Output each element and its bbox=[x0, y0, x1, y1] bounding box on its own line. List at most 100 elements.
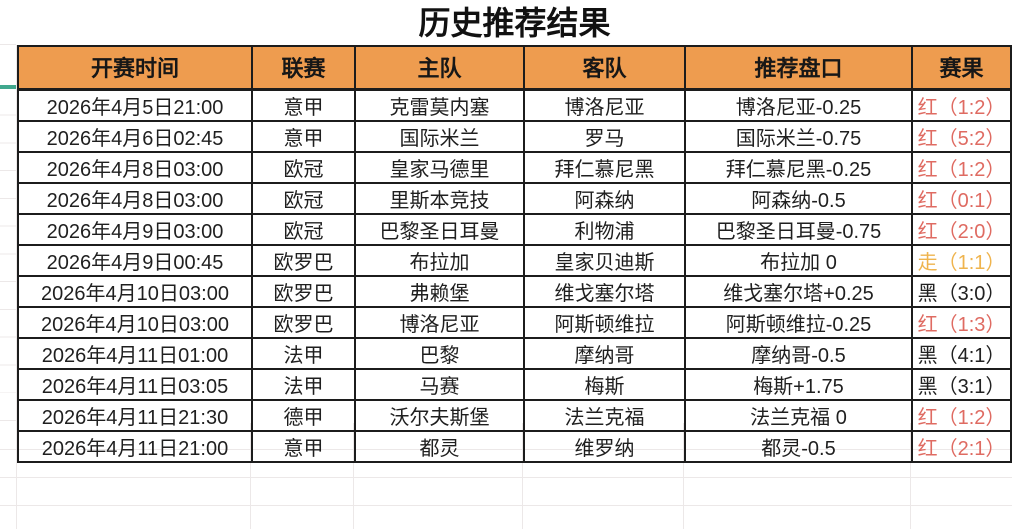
gridline bbox=[0, 44, 16, 45]
table-row: 2026年4月8日03:00 欧冠 皇家马德里 拜仁慕尼黑 拜仁慕尼黑-0.25… bbox=[17, 150, 1012, 184]
league-cell[interactable]: 意甲 bbox=[251, 88, 356, 122]
gridline bbox=[683, 423, 684, 529]
kickoff-time-cell[interactable]: 2026年4月11日03:05 bbox=[17, 367, 253, 401]
kickoff-time-cell[interactable]: 2026年4月8日03:00 bbox=[17, 150, 253, 184]
away-team-cell[interactable]: 罗马 bbox=[523, 119, 686, 153]
gridline bbox=[522, 423, 523, 529]
league-cell[interactable]: 法甲 bbox=[251, 367, 356, 401]
result-cell[interactable]: 红（5:2） bbox=[911, 119, 1012, 153]
col-header-away-team[interactable]: 客队 bbox=[523, 45, 686, 91]
col-header-home-team[interactable]: 主队 bbox=[354, 45, 525, 91]
home-team-cell[interactable]: 巴黎圣日耳曼 bbox=[354, 212, 525, 246]
home-team-cell[interactable]: 布拉加 bbox=[354, 243, 525, 277]
table-row: 2026年4月9日03:00 欧冠 巴黎圣日耳曼 利物浦 巴黎圣日耳曼-0.75… bbox=[17, 212, 1012, 246]
result-cell[interactable]: 红（1:3） bbox=[911, 305, 1012, 339]
result-cell[interactable]: 黑（3:0） bbox=[911, 274, 1012, 308]
league-cell[interactable]: 欧冠 bbox=[251, 150, 356, 184]
table-row: 2026年4月9日00:45 欧罗巴 布拉加 皇家贝迪斯 布拉加 0 走（1:1… bbox=[17, 243, 1012, 277]
league-cell[interactable]: 法甲 bbox=[251, 336, 356, 370]
home-team-cell[interactable]: 弗赖堡 bbox=[354, 274, 525, 308]
table-row: 2026年4月5日21:00 意甲 克雷莫内塞 博洛尼亚 博洛尼亚-0.25 红… bbox=[17, 88, 1012, 122]
league-cell[interactable]: 欧冠 bbox=[251, 212, 356, 246]
league-cell[interactable]: 欧罗巴 bbox=[251, 243, 356, 277]
result-cell[interactable]: 黑（3:1） bbox=[911, 367, 1012, 401]
handicap-cell[interactable]: 法兰克福 0 bbox=[684, 398, 913, 432]
result-cell[interactable]: 红（2:1） bbox=[911, 429, 1012, 463]
home-team-cell[interactable]: 博洛尼亚 bbox=[354, 305, 525, 339]
kickoff-time-cell[interactable]: 2026年4月10日03:00 bbox=[17, 305, 253, 339]
away-team-cell[interactable]: 阿斯顿维拉 bbox=[523, 305, 686, 339]
result-cell[interactable]: 红（1:2） bbox=[911, 88, 1012, 122]
away-team-cell[interactable]: 利物浦 bbox=[523, 212, 686, 246]
handicap-cell[interactable]: 阿森纳-0.5 bbox=[684, 181, 913, 215]
league-cell[interactable]: 欧冠 bbox=[251, 181, 356, 215]
handicap-cell[interactable]: 国际米兰-0.75 bbox=[684, 119, 913, 153]
away-team-cell[interactable]: 博洛尼亚 bbox=[523, 88, 686, 122]
table-row: 2026年4月10日03:00 欧罗巴 博洛尼亚 阿斯顿维拉 阿斯顿维拉-0.2… bbox=[17, 305, 1012, 339]
league-cell[interactable]: 欧罗巴 bbox=[251, 274, 356, 308]
handicap-cell[interactable]: 维戈塞尔塔+0.25 bbox=[684, 274, 913, 308]
col-header-league[interactable]: 联赛 bbox=[251, 45, 356, 91]
table-row: 2026年4月11日03:05 法甲 马赛 梅斯 梅斯+1.75 黑（3:1） bbox=[17, 367, 1012, 401]
kickoff-time-cell[interactable]: 2026年4月9日00:45 bbox=[17, 243, 253, 277]
league-cell[interactable]: 德甲 bbox=[251, 398, 356, 432]
away-team-cell[interactable]: 皇家贝迪斯 bbox=[523, 243, 686, 277]
away-team-cell[interactable]: 维罗纳 bbox=[523, 429, 686, 463]
league-cell[interactable]: 意甲 bbox=[251, 119, 356, 153]
kickoff-time-cell[interactable]: 2026年4月11日21:30 bbox=[17, 398, 253, 432]
result-cell[interactable]: 红（2:0） bbox=[911, 212, 1012, 246]
away-team-cell[interactable]: 摩纳哥 bbox=[523, 336, 686, 370]
kickoff-time-cell[interactable]: 2026年4月9日03:00 bbox=[17, 212, 253, 246]
kickoff-time-cell[interactable]: 2026年4月5日21:00 bbox=[17, 88, 253, 122]
freeze-pane-mark-icon bbox=[0, 85, 16, 89]
away-team-cell[interactable]: 法兰克福 bbox=[523, 398, 686, 432]
home-team-cell[interactable]: 马赛 bbox=[354, 367, 525, 401]
handicap-cell[interactable]: 阿斯顿维拉-0.25 bbox=[684, 305, 913, 339]
gridline-rows-left bbox=[0, 88, 16, 421]
kickoff-time-cell[interactable]: 2026年4月10日03:00 bbox=[17, 274, 253, 308]
league-cell[interactable]: 意甲 bbox=[251, 429, 356, 463]
results-table: 开赛时间 联赛 主队 客队 推荐盘口 赛果 2026年4月5日21:00 意甲 … bbox=[17, 45, 1012, 463]
away-team-cell[interactable]: 拜仁慕尼黑 bbox=[523, 150, 686, 184]
home-team-cell[interactable]: 克雷莫内塞 bbox=[354, 88, 525, 122]
league-cell[interactable]: 欧罗巴 bbox=[251, 305, 356, 339]
gridline bbox=[353, 423, 354, 529]
home-team-cell[interactable]: 沃尔夫斯堡 bbox=[354, 398, 525, 432]
col-header-kickoff-time[interactable]: 开赛时间 bbox=[17, 45, 253, 91]
table-row: 2026年4月11日21:00 意甲 都灵 维罗纳 都灵-0.5 红（2:1） bbox=[17, 429, 1012, 463]
header-row: 开赛时间 联赛 主队 客队 推荐盘口 赛果 bbox=[17, 45, 1012, 91]
handicap-cell[interactable]: 博洛尼亚-0.25 bbox=[684, 88, 913, 122]
kickoff-time-cell[interactable]: 2026年4月11日01:00 bbox=[17, 336, 253, 370]
handicap-cell[interactable]: 梅斯+1.75 bbox=[684, 367, 913, 401]
kickoff-time-cell[interactable]: 2026年4月6日02:45 bbox=[17, 119, 253, 153]
kickoff-time-cell[interactable]: 2026年4月8日03:00 bbox=[17, 181, 253, 215]
handicap-cell[interactable]: 都灵-0.5 bbox=[684, 429, 913, 463]
gridline bbox=[250, 423, 251, 529]
result-cell[interactable]: 红（1:2） bbox=[911, 150, 1012, 184]
away-team-cell[interactable]: 阿森纳 bbox=[523, 181, 686, 215]
handicap-cell[interactable]: 布拉加 0 bbox=[684, 243, 913, 277]
result-cell[interactable]: 红（0:1） bbox=[911, 181, 1012, 215]
home-team-cell[interactable]: 皇家马德里 bbox=[354, 150, 525, 184]
gridline bbox=[16, 45, 17, 529]
handicap-cell[interactable]: 拜仁慕尼黑-0.25 bbox=[684, 150, 913, 184]
away-team-cell[interactable]: 梅斯 bbox=[523, 367, 686, 401]
col-header-handicap[interactable]: 推荐盘口 bbox=[684, 45, 913, 91]
kickoff-time-cell[interactable]: 2026年4月11日21:00 bbox=[17, 429, 253, 463]
home-team-cell[interactable]: 都灵 bbox=[354, 429, 525, 463]
page-title: 历史推荐结果 bbox=[418, 5, 611, 41]
col-header-result[interactable]: 赛果 bbox=[911, 45, 1012, 91]
handicap-cell[interactable]: 巴黎圣日耳曼-0.75 bbox=[684, 212, 913, 246]
table-row: 2026年4月11日01:00 法甲 巴黎 摩纳哥 摩纳哥-0.5 黑（4:1） bbox=[17, 336, 1012, 370]
home-team-cell[interactable]: 巴黎 bbox=[354, 336, 525, 370]
handicap-cell[interactable]: 摩纳哥-0.5 bbox=[684, 336, 913, 370]
table-row: 2026年4月10日03:00 欧罗巴 弗赖堡 维戈塞尔塔 维戈塞尔塔+0.25… bbox=[17, 274, 1012, 308]
result-cell[interactable]: 黑（4:1） bbox=[911, 336, 1012, 370]
gridline bbox=[910, 423, 911, 529]
results-table-body: 2026年4月5日21:00 意甲 克雷莫内塞 博洛尼亚 博洛尼亚-0.25 红… bbox=[17, 88, 1012, 463]
away-team-cell[interactable]: 维戈塞尔塔 bbox=[523, 274, 686, 308]
home-team-cell[interactable]: 国际米兰 bbox=[354, 119, 525, 153]
result-cell[interactable]: 走（1:1） bbox=[911, 243, 1012, 277]
result-cell[interactable]: 红（1:2） bbox=[911, 398, 1012, 432]
home-team-cell[interactable]: 里斯本竞技 bbox=[354, 181, 525, 215]
